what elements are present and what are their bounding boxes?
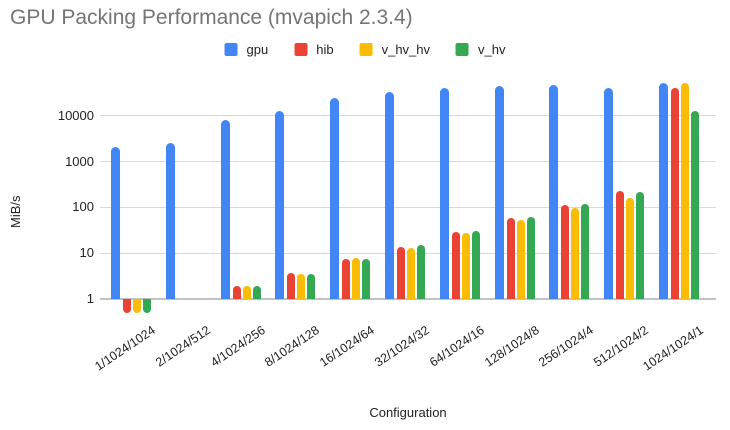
bar-gpu-2/1024/512[interactable] (165, 142, 175, 299)
bar-hib-128/1024/8[interactable] (506, 217, 515, 299)
plot-area (100, 75, 716, 313)
bar-v_hv_hv-32/1024/32[interactable] (407, 247, 415, 299)
bar-v_hv-32/1024/32[interactable] (417, 245, 425, 299)
legend-label: v_hv (478, 42, 506, 57)
x-axis-title: Configuration (369, 405, 447, 420)
y-tick-label: 1 (86, 291, 94, 306)
legend-swatch-icon (294, 43, 308, 56)
bar-v_hv_hv-512/1024/2[interactable] (626, 198, 635, 299)
y-tick-label: 10 (79, 245, 94, 261)
bar-gpu-64/1024/16[interactable] (439, 88, 449, 299)
gridline (100, 115, 716, 117)
bar-gpu-512/1024/2[interactable] (604, 87, 614, 299)
legend-label: v_hv_hv (381, 42, 431, 57)
bar-v_hv-16/1024/64[interactable] (362, 258, 371, 299)
bar-gpu-256/1024/4[interactable] (549, 85, 559, 299)
bar-hib-4/1024/256[interactable] (232, 286, 241, 299)
legend-label: hib (316, 42, 334, 57)
legend-swatch-icon (456, 43, 470, 56)
chart-title: GPU Packing Performance (mvapich 2.3.4) (10, 6, 413, 29)
bar-v_hv-1/1024/1024[interactable] (143, 299, 151, 313)
legend-item-v_hv_hv[interactable]: v_hv_hv (359, 42, 431, 57)
y-tick-label: 100 (72, 199, 94, 215)
y-axis-title: MiB/s (8, 195, 23, 229)
bar-v_hv-8/1024/128[interactable] (307, 273, 316, 299)
bar-gpu-4/1024/256[interactable] (220, 119, 230, 299)
bar-hib-16/1024/64[interactable] (342, 258, 351, 299)
bar-v_hv_hv-128/1024/8[interactable] (516, 220, 525, 299)
y-tick-label: 1000 (65, 153, 94, 169)
legend-item-v_hv[interactable]: v_hv (456, 42, 505, 57)
bar-v_hv_hv-1/1024/1024[interactable] (133, 299, 141, 313)
bar-hib-1/1024/1024[interactable] (123, 299, 131, 313)
bar-v_hv-4/1024/256[interactable] (252, 286, 261, 299)
legend-swatch-icon (224, 43, 238, 56)
bar-gpu-16/1024/64[interactable] (330, 98, 340, 299)
bar-v_hv-256/1024/4[interactable] (581, 204, 590, 299)
bar-hib-256/1024/4[interactable] (561, 205, 570, 299)
bar-v_hv_hv-4/1024/256[interactable] (242, 286, 251, 299)
chart-legend: gpu hib v_hv_hv v_hv (224, 42, 505, 57)
bar-v_hv-1024/1024/1[interactable] (691, 110, 699, 299)
bar-hib-512/1024/2[interactable] (616, 190, 625, 299)
gridline (100, 161, 716, 163)
bar-v_hv-64/1024/16[interactable] (471, 231, 480, 299)
bar-v_hv-512/1024/2[interactable] (636, 191, 645, 299)
bar-v_hv-128/1024/8[interactable] (526, 216, 535, 299)
y-tick-label: 10000 (57, 107, 94, 123)
bar-v_hv_hv-256/1024/4[interactable] (571, 208, 580, 299)
gridline (100, 206, 716, 208)
bar-hib-1024/1024/1[interactable] (671, 87, 679, 299)
legend-swatch-icon (359, 43, 373, 56)
bar-gpu-1/1024/1024[interactable] (111, 146, 120, 299)
x-axis-baseline (100, 298, 716, 300)
bar-v_hv_hv-8/1024/128[interactable] (297, 273, 306, 299)
bar-gpu-8/1024/128[interactable] (275, 110, 285, 299)
legend-item-gpu[interactable]: gpu (224, 42, 269, 57)
legend-item-hib[interactable]: hib (294, 42, 334, 57)
bar-gpu-128/1024/8[interactable] (494, 86, 504, 299)
bar-gpu-1024/1024/1[interactable] (659, 83, 668, 299)
bar-v_hv_hv-16/1024/64[interactable] (352, 258, 361, 299)
bar-hib-8/1024/128[interactable] (287, 272, 296, 299)
bar-hib-32/1024/32[interactable] (397, 246, 405, 299)
bar-v_hv_hv-64/1024/16[interactable] (461, 233, 470, 299)
legend-label: gpu (246, 42, 269, 57)
bar-v_hv_hv-1024/1024/1[interactable] (681, 82, 689, 299)
bar-hib-64/1024/16[interactable] (451, 232, 460, 299)
bar-gpu-32/1024/32[interactable] (385, 92, 394, 299)
